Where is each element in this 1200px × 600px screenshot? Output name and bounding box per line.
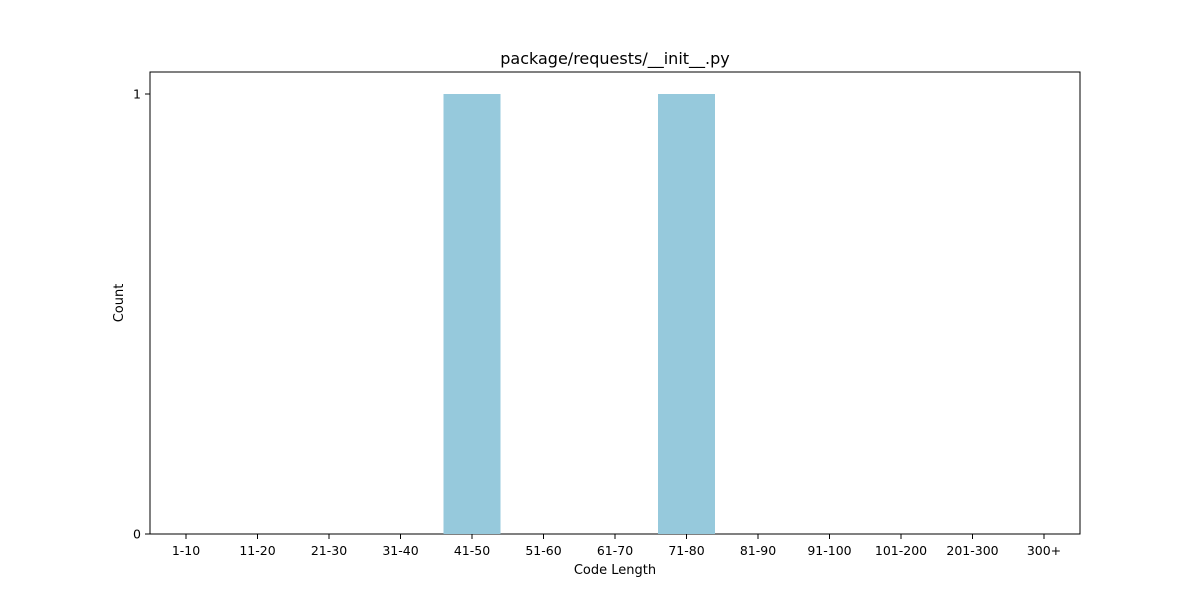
y-tick-label: 1 (133, 87, 141, 102)
x-tick-label: 91-100 (807, 543, 851, 558)
bar-41-50 (443, 94, 501, 534)
x-tick-label: 81-90 (740, 543, 776, 558)
bar-71-80 (658, 94, 715, 534)
x-tick-label: 71-80 (668, 543, 704, 558)
y-axis-ticks: 01 (133, 87, 150, 542)
x-tick-label: 41-50 (454, 543, 490, 558)
x-tick-label: 1-10 (172, 543, 200, 558)
x-tick-label: 61-70 (597, 543, 633, 558)
x-tick-label: 21-30 (311, 543, 347, 558)
x-tick-label: 51-60 (525, 543, 561, 558)
x-tick-label: 11-20 (239, 543, 275, 558)
x-axis-label: Code Length (574, 563, 656, 578)
x-tick-label: 31-40 (382, 543, 418, 558)
x-tick-label: 300+ (1027, 543, 1061, 558)
x-axis-ticks: 1-10 11-20 21-30 31-40 41-50 51-60 61-70 71-80 8… (172, 534, 1061, 558)
x-tick-label: 201-300 (946, 543, 998, 558)
chart-title: package/requests/__init__.py (500, 49, 730, 69)
x-tick-label: 101-200 (875, 543, 927, 558)
y-axis-label: Count (112, 284, 127, 323)
y-tick-label: 0 (133, 527, 141, 542)
plot-area-frame (149, 71, 1081, 535)
bars-group (443, 94, 715, 534)
